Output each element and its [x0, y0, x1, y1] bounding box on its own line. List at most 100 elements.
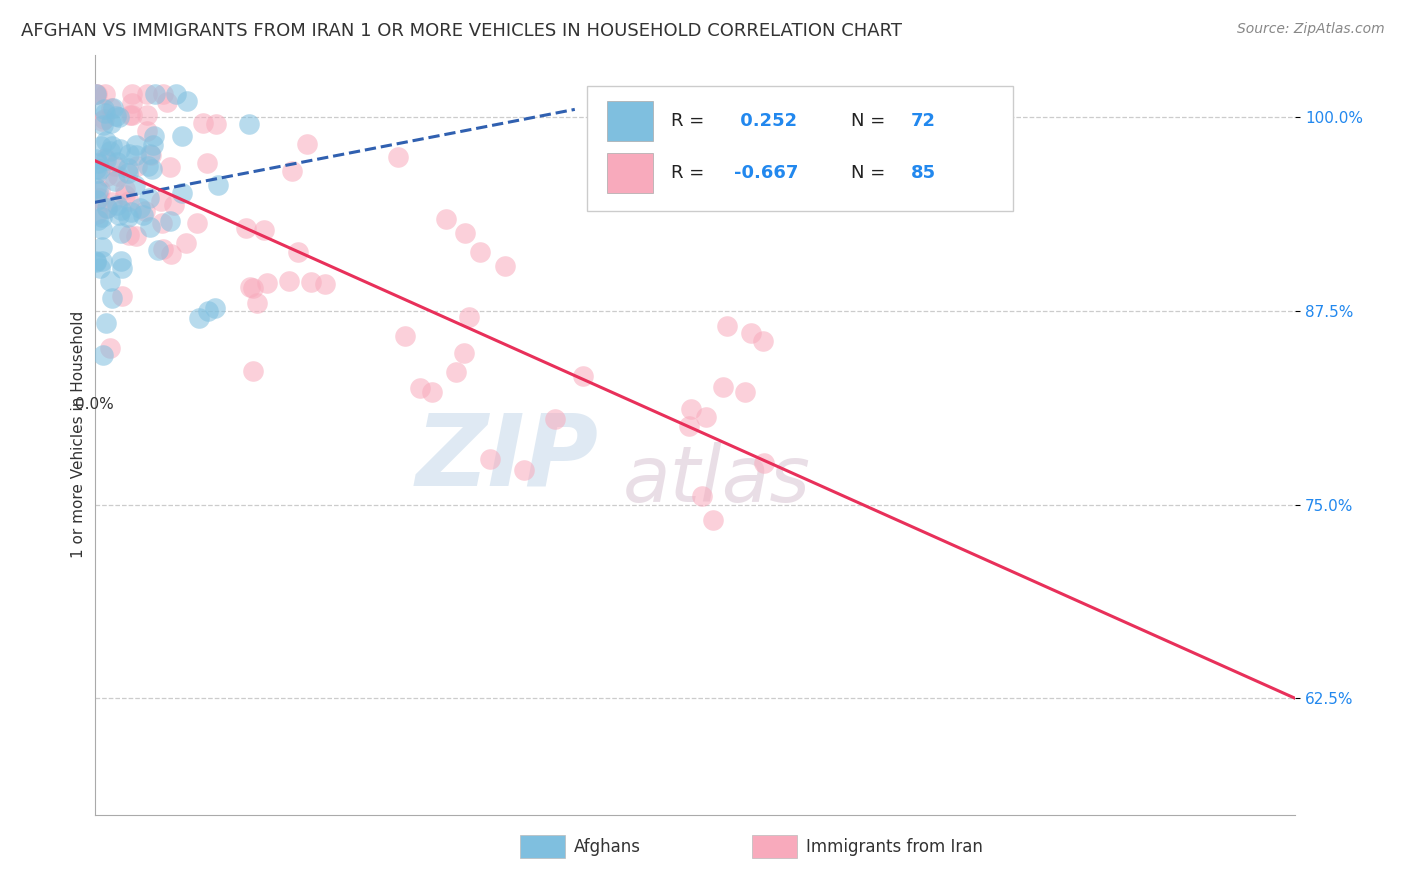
Point	[103, 101, 125, 115]
Point	[114, 187, 136, 202]
Point	[87, 184, 110, 198]
Point	[96, 134, 118, 148]
Point	[160, 246, 183, 260]
Point	[690, 489, 713, 503]
Point	[287, 245, 309, 260]
Point	[136, 160, 159, 174]
Point	[394, 329, 416, 343]
Text: 72: 72	[911, 112, 936, 130]
Point	[94, 151, 117, 165]
Point	[152, 243, 174, 257]
Point	[132, 208, 155, 222]
Point	[239, 280, 262, 294]
Y-axis label: 1 or more Vehicles in Household: 1 or more Vehicles in Household	[72, 311, 86, 558]
Point	[740, 326, 762, 340]
Bar	[607, 153, 652, 193]
Point	[110, 226, 132, 240]
Point	[84, 162, 107, 177]
Point	[238, 117, 260, 131]
Point	[143, 128, 166, 143]
Point	[91, 254, 114, 268]
Point	[453, 346, 475, 360]
Point	[110, 203, 132, 218]
Point	[150, 217, 173, 231]
Point	[297, 137, 319, 152]
Point	[125, 228, 148, 243]
Bar	[607, 101, 652, 141]
Point	[94, 316, 117, 330]
Point	[117, 210, 139, 224]
Point	[256, 276, 278, 290]
Point	[142, 138, 165, 153]
Point	[387, 150, 409, 164]
Point	[186, 216, 208, 230]
Point	[139, 148, 162, 162]
Point	[96, 169, 118, 183]
Point	[84, 87, 107, 101]
Point	[104, 174, 127, 188]
Point	[104, 159, 127, 173]
Point	[125, 137, 148, 152]
Text: ZIP: ZIP	[416, 409, 599, 506]
Point	[84, 152, 107, 166]
Point	[101, 194, 124, 209]
Point	[139, 146, 162, 161]
Point	[121, 108, 143, 122]
Point	[149, 194, 172, 209]
Point	[89, 161, 111, 176]
Point	[188, 311, 211, 326]
Point	[136, 87, 159, 101]
Point	[146, 244, 169, 258]
Point	[193, 116, 215, 130]
Point	[100, 116, 122, 130]
Point	[129, 202, 152, 216]
Point	[91, 119, 114, 133]
Point	[84, 181, 107, 195]
Point	[120, 108, 142, 122]
Text: Source: ZipAtlas.com: Source: ZipAtlas.com	[1237, 22, 1385, 37]
Point	[111, 260, 134, 275]
Text: Immigrants from Iran: Immigrants from Iran	[806, 838, 983, 855]
Point	[139, 220, 162, 235]
Point	[454, 227, 477, 241]
Point	[734, 385, 756, 400]
Point	[91, 222, 114, 236]
Point	[98, 274, 121, 288]
Point	[134, 204, 156, 219]
Point	[98, 341, 121, 355]
Text: N =: N =	[851, 164, 891, 182]
Point	[754, 456, 776, 470]
Point	[299, 275, 322, 289]
Point	[280, 164, 302, 178]
Point	[204, 301, 226, 315]
Point	[207, 178, 229, 192]
Point	[195, 155, 218, 169]
Point	[170, 128, 193, 143]
Point	[716, 319, 738, 334]
Point	[108, 110, 131, 124]
Point	[159, 214, 181, 228]
Text: 0.252: 0.252	[734, 112, 797, 130]
Text: 0.0%: 0.0%	[75, 397, 114, 412]
Text: Afghans: Afghans	[574, 838, 641, 855]
Point	[89, 261, 111, 276]
Point	[479, 451, 502, 466]
Point	[94, 153, 117, 168]
Point	[118, 228, 141, 243]
Point	[163, 197, 186, 211]
Point	[170, 186, 193, 201]
Point	[121, 87, 143, 101]
Point	[679, 402, 702, 417]
Point	[176, 95, 198, 109]
Point	[314, 277, 336, 292]
Point	[572, 368, 595, 383]
Point	[91, 211, 114, 225]
Point	[93, 347, 115, 361]
Point	[100, 101, 122, 115]
Point	[695, 409, 717, 424]
Text: AFGHAN VS IMMIGRANTS FROM IRAN 1 OR MORE VEHICLES IN HOUSEHOLD CORRELATION CHART: AFGHAN VS IMMIGRANTS FROM IRAN 1 OR MORE…	[21, 22, 903, 40]
Point	[93, 112, 115, 127]
Point	[94, 87, 117, 101]
Point	[544, 412, 567, 426]
Point	[98, 144, 121, 158]
